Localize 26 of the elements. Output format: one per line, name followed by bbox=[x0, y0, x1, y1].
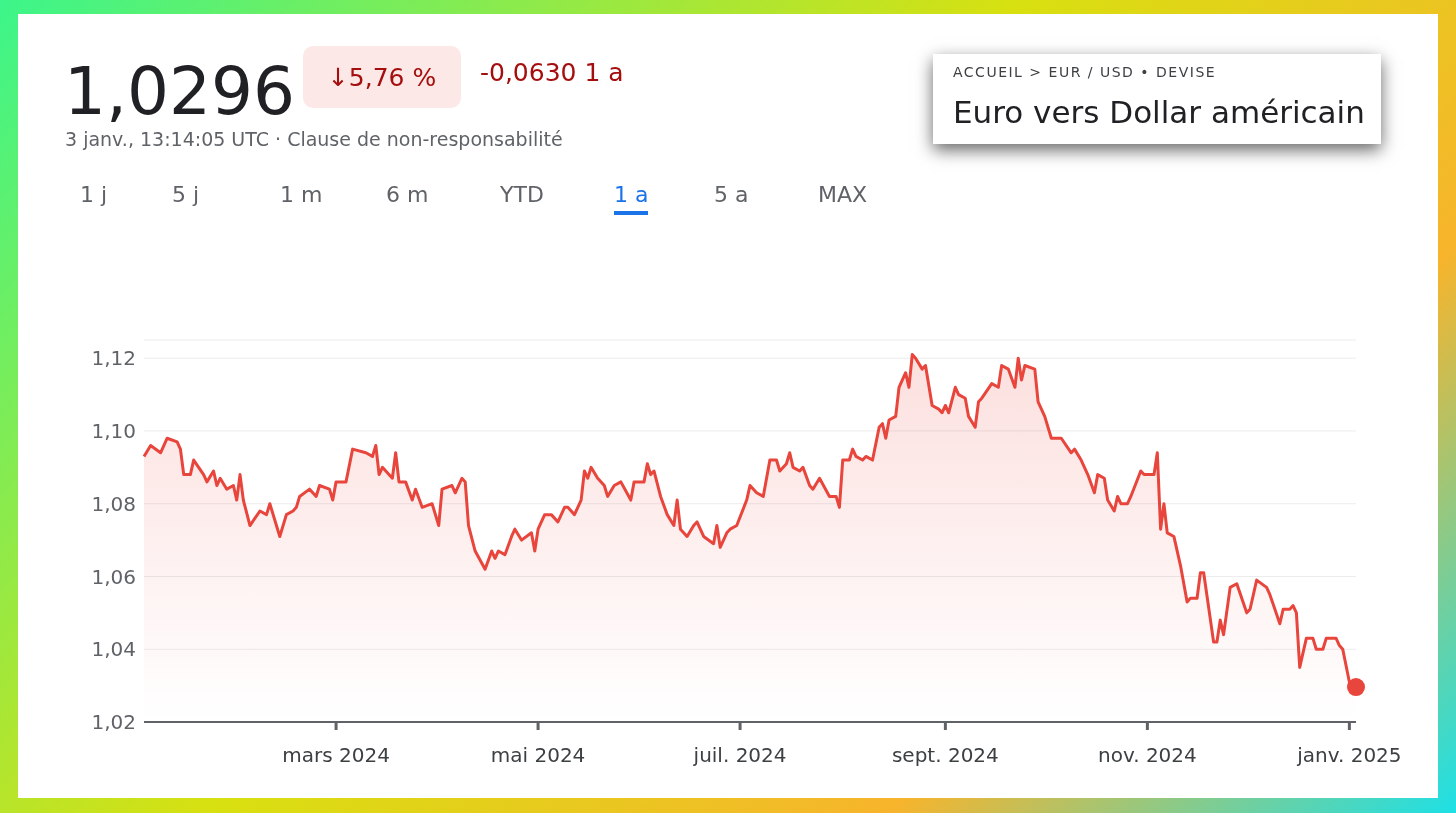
chart-title: Euro vers Dollar américain bbox=[953, 94, 1365, 130]
text: 5 j bbox=[172, 182, 200, 209]
chart-subtitle: ACCUEIL > EUR / USD • DEVISE bbox=[953, 64, 1217, 80]
x-tick-label: nov. 2024 bbox=[1097, 743, 1197, 768]
text: 5 a bbox=[714, 182, 749, 209]
x-tick-label: mai 2024 bbox=[490, 743, 586, 768]
text: 1,0296 bbox=[64, 52, 295, 131]
x-tick-label: sept. 2024 bbox=[891, 743, 999, 768]
text: 1 a bbox=[614, 182, 649, 215]
x-tick-label: janv. 2025 bbox=[1296, 743, 1402, 768]
y-tick-label: 1,06 bbox=[91, 564, 136, 589]
y-tick-label: 1,10 bbox=[91, 419, 136, 444]
text: -0,0630 1 a bbox=[480, 58, 624, 87]
text: ↓5,76 % bbox=[303, 46, 461, 108]
text: 1 m bbox=[280, 182, 323, 209]
text: 1 j bbox=[80, 182, 108, 209]
text: MAX bbox=[818, 182, 868, 209]
y-tick-label: 1,08 bbox=[91, 491, 136, 516]
y-tick-label: 1,12 bbox=[91, 346, 136, 371]
x-tick-label: mars 2024 bbox=[282, 743, 390, 768]
text: YTD bbox=[500, 182, 544, 209]
y-tick-label: 1,04 bbox=[91, 637, 136, 662]
x-tick-label: juil. 2024 bbox=[692, 743, 787, 768]
text: 3 janv., 13:14:05 UTC · Clause de non-responsabilité bbox=[65, 128, 563, 150]
y-tick-label: 1,02 bbox=[91, 710, 136, 735]
text: 6 m bbox=[386, 182, 429, 209]
